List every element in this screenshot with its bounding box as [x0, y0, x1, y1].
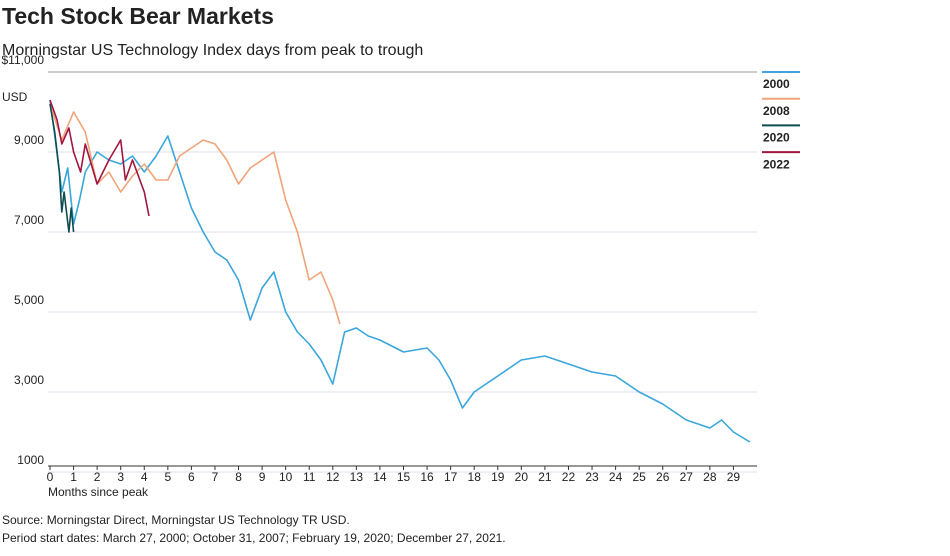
x-tick-label: 21 — [538, 470, 552, 484]
x-tick-label: 13 — [350, 470, 364, 484]
x-tick-label: 3 — [117, 470, 124, 484]
x-tick-label: 27 — [680, 470, 694, 484]
chart-subtitle: Morningstar US Technology Index days fro… — [2, 42, 423, 59]
note: Period start dates: March 27, 2000; Octo… — [2, 531, 506, 545]
y-tick-label: 3,000 — [14, 373, 44, 387]
x-tick-label: 23 — [585, 470, 599, 484]
x-tick-label: 29 — [727, 470, 741, 484]
source: Source: Morningstar Direct, Morningstar … — [2, 513, 350, 527]
y-tick-label: 9,000 — [14, 133, 44, 147]
y-tick-label: $11,000 — [2, 53, 45, 67]
x-tick-label: 20 — [515, 470, 529, 484]
legend-label: 2022 — [763, 157, 790, 171]
x-tick-label: 11 — [303, 470, 316, 484]
x-tick-label: 12 — [326, 470, 340, 484]
x-tick-label: 1 — [70, 470, 77, 484]
x-tick-label: 22 — [562, 470, 576, 484]
y-tick-label: 5,000 — [14, 293, 44, 307]
y-tick-label: 1000 — [17, 453, 44, 467]
x-tick-label: 8 — [235, 470, 242, 484]
x-tick-label: 19 — [491, 470, 505, 484]
x-tick-label: 5 — [164, 470, 171, 484]
x-tick-label: 17 — [444, 470, 458, 484]
chart-title: Tech Stock Bear Markets — [2, 3, 274, 29]
x-tick-label: 4 — [141, 470, 148, 484]
series-line — [49, 99, 751, 443]
x-tick-label: 26 — [656, 470, 670, 484]
series-line — [49, 103, 341, 325]
legend-label: 2020 — [763, 131, 790, 145]
y-tick-label: 7,000 — [14, 213, 44, 227]
x-tick-label: 28 — [703, 470, 717, 484]
x-axis-label: Months since peak — [48, 485, 149, 499]
x-tick-label: 0 — [47, 470, 54, 484]
legend-label: 2000 — [763, 77, 790, 91]
x-tick-label: 7 — [212, 470, 219, 484]
x-tick-label: 10 — [279, 470, 293, 484]
x-tick-label: 14 — [373, 470, 387, 484]
x-tick-label: 25 — [632, 470, 646, 484]
legend-label: 2008 — [763, 104, 790, 118]
y-unit: USD — [2, 90, 28, 104]
series-line — [49, 103, 75, 233]
series-line — [49, 99, 150, 217]
x-tick-label: 18 — [468, 470, 482, 484]
x-tick-label: 6 — [188, 470, 195, 484]
x-tick-label: 15 — [397, 470, 411, 484]
x-tick-label: 24 — [609, 470, 623, 484]
x-tick-label: 9 — [259, 470, 266, 484]
x-tick-label: 16 — [420, 470, 434, 484]
x-tick-label: 2 — [94, 470, 101, 484]
